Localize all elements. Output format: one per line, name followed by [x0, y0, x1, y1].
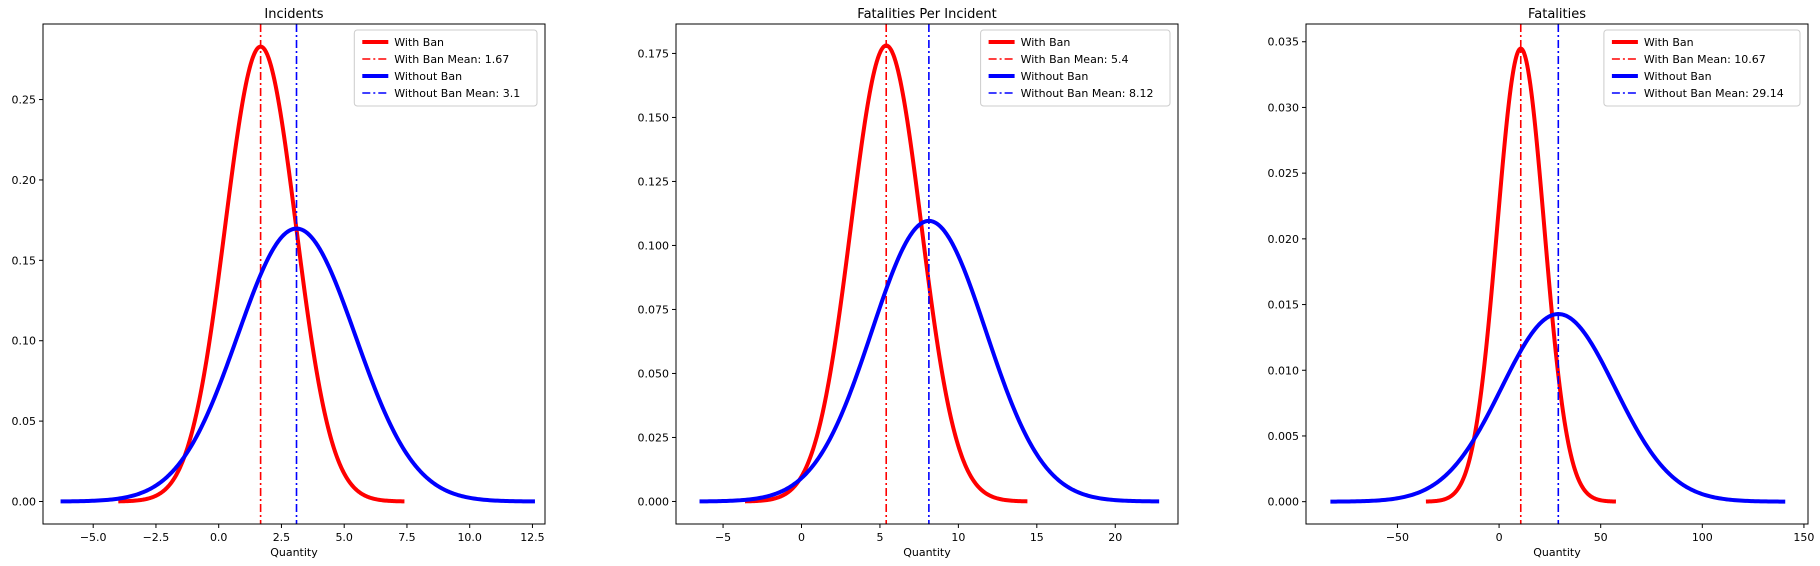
y-tick-label: 0.05 [12, 415, 37, 428]
x-tick-label: 2.5 [273, 531, 291, 544]
y-tick-label: 0.150 [638, 111, 670, 124]
x-tick-label: −50 [1386, 531, 1409, 544]
y-tick-label: 0.15 [12, 254, 37, 267]
y-tick-label: 0.015 [1268, 299, 1300, 312]
axes-frame [42, 23, 546, 525]
x-tick-label: 50 [1594, 531, 1608, 544]
legend-label: Without Ban Mean: 8.12 [1021, 87, 1154, 100]
y-tick-label: 0.005 [1268, 430, 1300, 443]
legend-label: With Ban Mean: 5.4 [1021, 53, 1129, 66]
x-tick-label: 10 [951, 531, 965, 544]
chart-title: Fatalities [1528, 7, 1586, 22]
x-tick-label: 15 [1030, 531, 1044, 544]
legend-label: Without Ban [1021, 70, 1089, 83]
x-tick-label: 12.5 [520, 531, 545, 544]
x-tick-label: 150 [1793, 531, 1814, 544]
without-ban-curve [60, 226, 535, 504]
legend-label: Without Ban [1644, 70, 1712, 83]
chart-panel-2: −5 0 5 10 15 20 0.000 0.025 0.050 0.075 0.100 0.125… [638, 7, 1179, 559]
plot-area [1306, 24, 1808, 524]
legend: With Ban With Ban Mean: 1.67 Without Ban Wi… [353, 29, 538, 107]
chart-title: Incidents [264, 7, 323, 22]
chart-panel-1: −5.0 −2.5 0.0 2.5 5.0 7.5 10.0 12.5 0.00 0.05 0.10… [12, 7, 546, 559]
legend-label: With Ban [1644, 36, 1694, 49]
legend-label: Without Ban Mean: 3.1 [394, 87, 520, 100]
legend-label: With Ban [1021, 36, 1071, 49]
y-tick-label: 0.050 [638, 367, 670, 380]
x-tick-label: 7.5 [398, 531, 416, 544]
axes-frame [1305, 23, 1809, 525]
x-tick-label: 0 [1496, 531, 1503, 544]
legend: With Ban With Ban Mean: 10.67 Without Ban W… [1603, 29, 1801, 107]
x-axis-label: Quantity [903, 546, 951, 559]
legend: With Ban With Ban Mean: 5.4 Without Ban Wit… [980, 29, 1171, 107]
legend-box [1603, 29, 1801, 107]
x-tick-label: 20 [1108, 531, 1122, 544]
y-tick-label: 0.20 [12, 174, 37, 187]
y-tick-label: 0.025 [1268, 167, 1300, 180]
legend-label: Without Ban Mean: 29.14 [1644, 87, 1784, 100]
legend-label: Without Ban [394, 70, 462, 83]
y-tick-label: 0.000 [1268, 496, 1300, 509]
with-ban-curve [1424, 46, 1618, 504]
y-tick-label: 0.075 [638, 303, 670, 316]
y-tick-label: 0.125 [638, 175, 670, 188]
legend-label: With Ban [394, 36, 444, 49]
y-tick-label: 0.100 [638, 239, 670, 252]
y-tick-label: 0.035 [1268, 36, 1300, 49]
chart-panel-3: −50 0 50 100 150 0.000 0.005 0.010 0.015 0.020 0.0… [1268, 7, 1815, 559]
y-tick-label: 0.010 [1268, 364, 1300, 377]
y-tick-label: 0.25 [12, 94, 37, 107]
x-tick-label: 10.0 [457, 531, 482, 544]
y-tick-label: 0.175 [638, 47, 670, 60]
y-tick-label: 0.025 [638, 431, 670, 444]
x-tick-label: 5 [876, 531, 883, 544]
legend-box [353, 29, 538, 107]
y-tick-label: 0.000 [638, 495, 670, 508]
plot-area [43, 24, 545, 524]
x-tick-label: 0.0 [210, 531, 228, 544]
legend-label: With Ban Mean: 1.67 [394, 53, 509, 66]
x-axis-label: Quantity [270, 546, 318, 559]
y-tick-label: 0.00 [12, 495, 37, 508]
x-tick-label: 100 [1692, 531, 1713, 544]
legend-label: With Ban Mean: 10.67 [1644, 53, 1766, 66]
x-tick-label: −5.0 [80, 531, 107, 544]
y-tick-label: 0.10 [12, 335, 37, 348]
x-tick-label: 0 [798, 531, 805, 544]
x-tick-label: −2.5 [143, 531, 170, 544]
chart-title: Fatalities Per Incident [857, 7, 996, 22]
legend-box [980, 29, 1171, 107]
x-tick-label: 5.0 [335, 531, 353, 544]
x-tick-label: −5 [715, 531, 731, 544]
y-tick-label: 0.030 [1268, 101, 1300, 114]
y-tick-label: 0.020 [1268, 233, 1300, 246]
x-axis-label: Quantity [1533, 546, 1581, 559]
axes-frame [675, 23, 1179, 525]
